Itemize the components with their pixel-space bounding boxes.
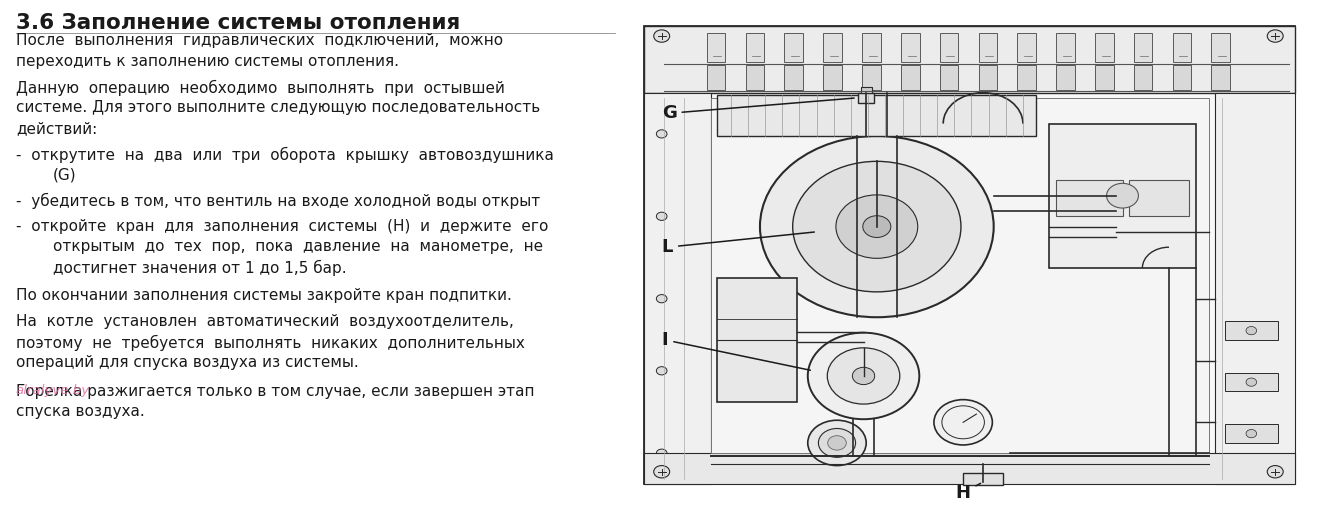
Bar [823,33,841,62]
Bar [706,65,725,90]
Text: -  убедитесь в том, что вентиль на входе холодной воды открыт: - убедитесь в том, что вентиль на входе … [16,193,540,209]
Bar [1225,321,1278,340]
Circle shape [808,333,919,419]
Circle shape [654,30,669,42]
Text: поэтому  не  требуется  выполнять  никаких  дополнительных: поэтому не требуется выполнять никаких д… [16,335,525,351]
Bar [1056,65,1074,90]
Text: По окончании заполнения системы закройте кран подпитки.: По окончании заполнения системы закройте… [16,288,512,303]
Text: действий:: действий: [16,121,97,136]
Text: H: H [955,484,980,502]
Bar [717,278,798,402]
Circle shape [759,136,994,317]
Bar [1049,124,1196,268]
Bar [863,65,881,90]
Bar [1225,424,1278,443]
Bar [1129,180,1189,216]
Circle shape [654,466,669,478]
Circle shape [1267,30,1283,42]
Bar [710,98,1209,453]
Circle shape [1106,183,1138,208]
Text: (G): (G) [53,167,77,182]
Bar [1056,33,1074,62]
Bar [717,95,1036,136]
Circle shape [656,449,667,457]
Bar [746,65,765,90]
Circle shape [656,212,667,220]
Bar [746,33,765,62]
Bar [863,33,881,62]
Circle shape [656,295,667,303]
Bar [1172,65,1191,90]
Bar [1225,373,1278,391]
Circle shape [1246,378,1257,386]
Text: операций для спуска воздуха из системы.: операций для спуска воздуха из системы. [16,355,359,370]
Bar [644,453,1295,484]
Circle shape [656,367,667,375]
Circle shape [656,130,667,138]
Bar [1017,65,1036,90]
Circle shape [934,400,992,445]
Bar [963,473,1003,485]
Text: 3.6 Заполнение системы отопления: 3.6 Заполнение системы отопления [16,13,460,33]
Bar [706,33,725,62]
Circle shape [1246,327,1257,335]
Bar [1212,65,1230,90]
Circle shape [819,428,856,457]
Text: G: G [662,98,855,122]
Text: переходить к заполнению системы отопления.: переходить к заполнению системы отоплени… [16,54,398,69]
Bar [939,33,958,62]
Bar [1095,65,1114,90]
Bar [1017,33,1036,62]
Bar [1134,33,1152,62]
Circle shape [852,367,875,385]
Bar [859,93,875,103]
Bar [901,33,919,62]
Circle shape [792,161,960,292]
Text: открытым  до  тех  пор,  пока  давление  на  манометре,  не: открытым до тех пор, пока давление на ма… [53,239,542,254]
Text: Горелка разжигается только в том случае, если завершен этап: Горелка разжигается только в том случае,… [16,384,534,399]
Bar [1134,65,1152,90]
Circle shape [1246,430,1257,438]
Text: -  откройте  кран  для  заполнения  системы  (Н)  и  держите  его: - откройте кран для заполнения системы (… [16,219,548,234]
Circle shape [863,216,890,237]
Bar [901,65,919,90]
Text: I: I [662,331,811,370]
Text: После  выполнения  гидравлических  подключений,  можно: После выполнения гидравлических подключе… [16,33,503,48]
Text: Данную  операцию  необходимо  выполнять  при  остывшей: Данную операцию необходимо выполнять при… [16,80,505,96]
Bar [644,93,710,484]
Text: достигнет значения от 1 до 1,5 бар.: достигнет значения от 1 до 1,5 бар. [53,260,347,276]
Circle shape [808,420,867,466]
Bar [979,33,998,62]
Bar [939,65,958,90]
Bar [1172,33,1191,62]
Text: -  открутите  на  два  или  три  оборота  крышку  автовоздушника: - открутите на два или три оборота крышк… [16,147,554,163]
Bar [1212,33,1230,62]
Bar [1095,33,1114,62]
Bar [861,87,872,93]
Bar [823,65,841,90]
Text: alralyve.by: alralyve.by [16,384,90,397]
Text: спуска воздуха.: спуска воздуха. [16,404,144,419]
Circle shape [1267,466,1283,478]
Bar [979,65,998,90]
Bar [1216,93,1295,484]
Circle shape [827,348,900,404]
Text: системе. Для этого выполните следующую последовательность: системе. Для этого выполните следующую п… [16,100,540,115]
Circle shape [828,436,847,450]
Bar [785,65,803,90]
Text: L: L [662,232,814,256]
Bar [1056,180,1122,216]
Circle shape [836,195,918,259]
Bar [785,33,803,62]
Bar [644,26,1295,93]
Text: На  котле  установлен  автоматический  воздухоотделитель,: На котле установлен автоматический возду… [16,314,513,329]
